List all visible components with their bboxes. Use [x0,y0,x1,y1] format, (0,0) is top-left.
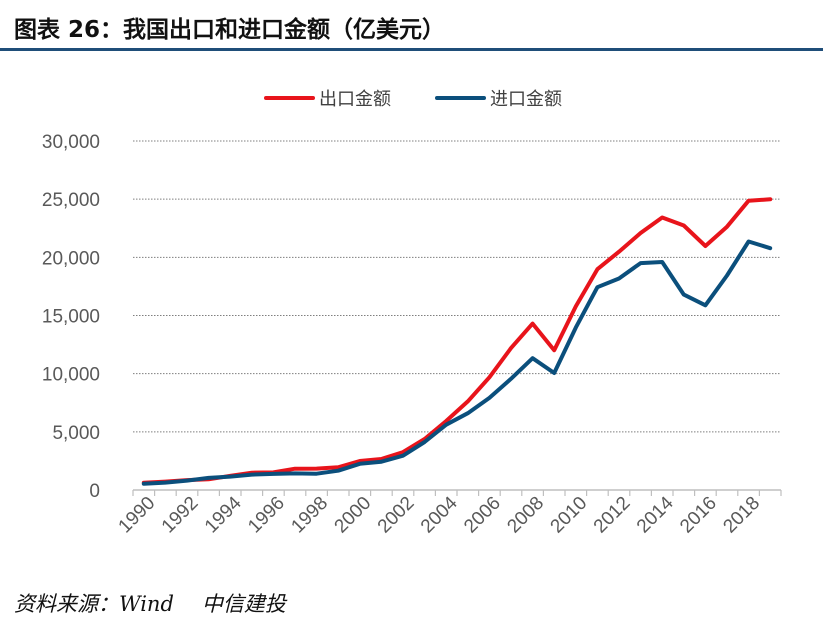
x-tick-label: 2002 [374,493,419,538]
source-org: 中信建投 [201,592,286,616]
x-tick-label: 2012 [590,493,635,538]
x-axis: 1990199219941996199820002002200420062008… [115,489,782,538]
x-tick-label: 1992 [158,493,203,538]
gridlines [133,140,781,433]
y-tick-label: 0 [89,481,100,502]
y-tick-label: 20,000 [42,248,100,269]
x-tick-label: 2010 [547,493,592,538]
x-tick-label: 2014 [633,492,678,537]
source-note: 资料来源：Wind 中信建投 [14,588,314,618]
x-tick-label: 2000 [331,493,376,538]
series-lines [141,197,773,486]
y-tick-label: 15,000 [42,307,100,328]
x-tick-label: 2008 [503,493,548,538]
import-series-line [141,239,773,486]
x-tick-label: 2018 [719,493,764,538]
x-tick-label: 2016 [676,493,721,538]
title-rule [0,48,823,51]
x-tick-label: 2006 [460,493,505,538]
y-tick-label: 5,000 [52,423,100,444]
export-series-line [141,197,773,485]
source-label: 资料来源：Wind [14,592,174,616]
chart-title: 图表 26：我国出口和进口金额（亿美元） [14,17,446,43]
y-axis-ticks: 0 5,000 10,000 15,000 20,000 25,000 30,000 [42,132,100,502]
y-tick-label: 25,000 [42,190,100,211]
x-tick-label: 1996 [244,493,289,538]
x-tick-label: 1998 [287,493,332,538]
legend-label: 出口金额 [319,89,391,110]
x-tick-label: 1990 [115,493,160,538]
legend-label: 进口金额 [490,89,562,110]
y-tick-label: 10,000 [42,365,100,386]
x-tick-label: 2004 [417,492,462,537]
chart-legend: 出口金额 进口金额 [264,89,562,110]
y-tick-label: 30,000 [42,132,100,153]
x-tick-label: 1994 [201,492,246,537]
